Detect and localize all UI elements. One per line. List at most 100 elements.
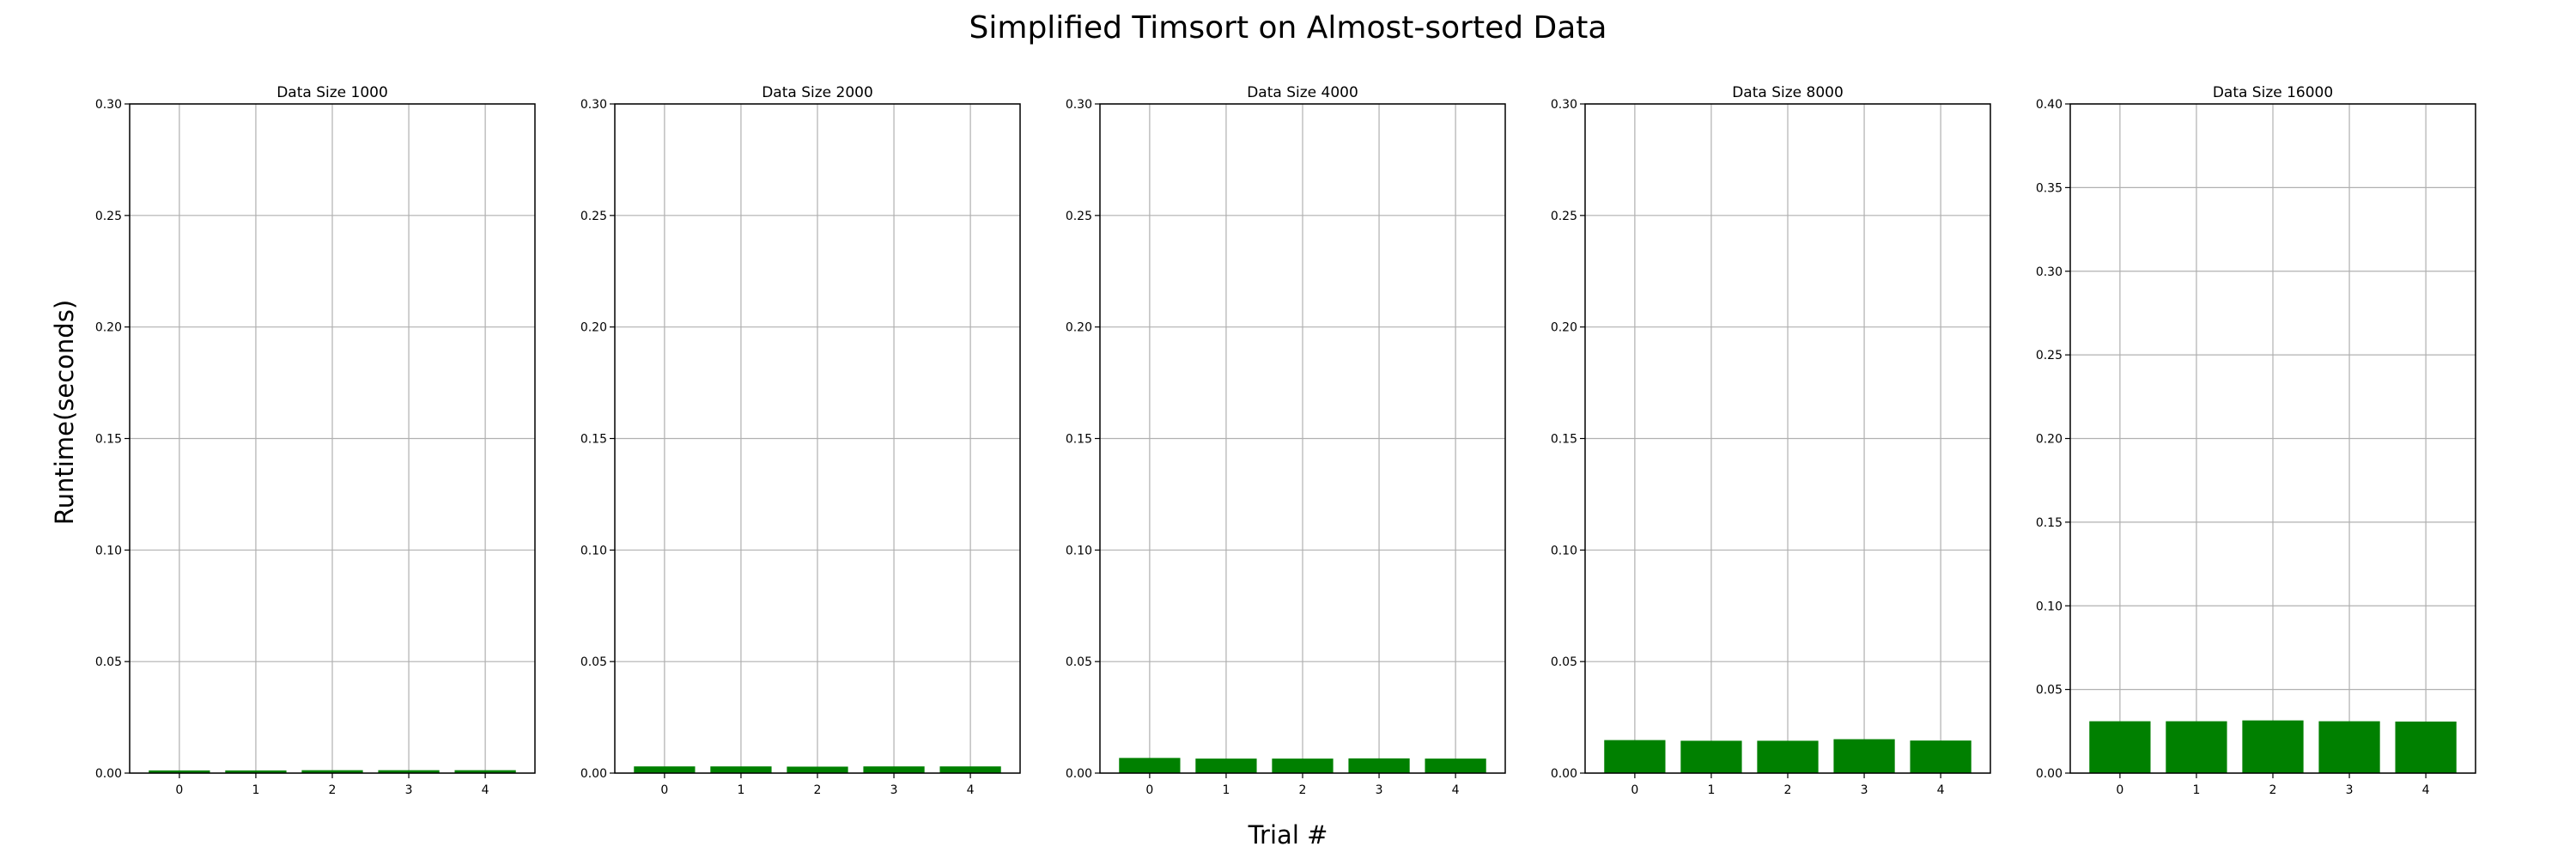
y-tick-label: 0.00 [1551,767,1577,781]
y-tick-label: 0.10 [1066,544,1092,557]
y-tick-label: 0.25 [580,210,607,223]
subplot-1: 0.00 0.05 0.10 0.15 0.20 0.25 0.30 0 1 2 3 4 Data Si… [580,84,1021,797]
x-tick-label: 1 [737,783,744,797]
figure-title: Simplified Timsort on Almost-sorted Data [969,10,1607,46]
bar [2242,720,2304,773]
bar [225,770,287,773]
subplot-title: Data Size 2000 [762,84,873,101]
x-tick-label: 1 [1222,783,1230,797]
y-tick-label: 0.00 [580,767,607,781]
y-tick-label: 0.15 [580,433,607,447]
x-tick-label: 3 [1861,783,1868,797]
x-tick-label: 4 [482,783,489,797]
bar [1119,758,1181,773]
y-tick-label: 0.10 [1551,544,1577,557]
bar [787,766,848,773]
bar [1680,740,1742,773]
bar [863,766,925,773]
y-tick-label: 0.20 [2036,433,2063,447]
x-tick-label: 3 [890,783,898,797]
x-tick-label: 0 [1631,783,1638,797]
y-tick-label: 0.15 [95,433,122,447]
y-tick-label: 0.05 [1551,655,1577,669]
x-tick-label: 1 [1707,783,1715,797]
bar [378,770,440,773]
y-tick-label: 0.20 [1066,321,1092,335]
y-tick-label: 0.25 [2036,349,2063,362]
y-tick-label: 0.10 [2036,600,2063,613]
y-tick-label: 0.40 [2036,98,2063,112]
x-tick-label: 2 [329,783,337,797]
y-tick-label: 0.05 [95,655,122,669]
bar [301,770,363,773]
x-tick-label: 3 [1376,783,1383,797]
y-tick-label: 0.15 [1066,433,1092,447]
subplot-4: 0.00 0.05 0.10 0.15 0.20 0.25 0.30 0.35 0.40 0 1 2 3… [2036,84,2476,797]
bar [1604,740,1666,773]
bar [1757,740,1819,773]
y-tick-label: 0.25 [1066,210,1092,223]
bar [2166,721,2227,773]
x-tick-label: 4 [1937,783,1945,797]
x-tick-label: 2 [814,783,822,797]
bar [1348,758,1410,773]
y-tick-label: 0.20 [95,321,122,335]
subplot-title: Data Size 8000 [1732,84,1844,101]
y-tick-label: 0.30 [580,98,607,112]
y-tick-label: 0.00 [1066,767,1092,781]
bar [1425,758,1486,773]
bar [2318,721,2380,773]
x-tick-label: 2 [1784,783,1792,797]
x-axis-label: Trial # [1248,820,1328,850]
y-tick-label: 0.15 [2036,516,2063,530]
y-tick-label: 0.10 [580,544,607,557]
bar [2089,721,2151,773]
bar [1195,758,1257,773]
subplot-title: Data Size 16000 [2213,84,2333,101]
x-tick-label: 0 [1145,783,1153,797]
x-tick-label: 1 [2192,783,2200,797]
y-tick-label: 0.15 [1551,433,1577,447]
y-tick-label: 0.30 [1066,98,1092,112]
y-tick-label: 0.05 [2036,684,2063,698]
bar [939,766,1001,773]
subplot-title: Data Size 4000 [1247,84,1358,101]
y-tick-label: 0.00 [95,767,122,781]
y-tick-label: 0.10 [95,544,122,557]
bar [1833,739,1895,773]
x-tick-label: 4 [2422,783,2430,797]
x-tick-label: 4 [1452,783,1460,797]
x-tick-label: 0 [2116,783,2123,797]
x-tick-label: 2 [1299,783,1307,797]
x-tick-label: 3 [2346,783,2354,797]
y-tick-label: 0.05 [1066,655,1092,669]
subplot-3: 0.00 0.05 0.10 0.15 0.20 0.25 0.30 0 1 2 3 4 Data Si… [1551,84,1991,797]
y-tick-label: 0.25 [95,210,122,223]
bar [634,766,696,773]
y-tick-label: 0.00 [2036,767,2063,781]
x-tick-label: 4 [967,783,975,797]
x-tick-label: 1 [252,783,259,797]
y-tick-label: 0.30 [1551,98,1577,112]
y-tick-label: 0.05 [580,655,607,669]
y-tick-label: 0.35 [2036,181,2063,195]
bar [454,770,516,773]
bar [1272,758,1334,773]
bar [2395,722,2457,773]
bar [149,770,210,773]
bar [1910,740,1971,773]
y-tick-label: 0.30 [2036,265,2063,279]
bar [710,766,772,773]
x-tick-label: 3 [405,783,413,797]
y-tick-label: 0.30 [95,98,122,112]
y-tick-label: 0.20 [580,321,607,335]
subplot-0: 0.00 0.05 0.10 0.15 0.20 0.25 0.30 0 1 2 3 4 Data Si… [95,84,536,797]
y-tick-label: 0.20 [1551,321,1577,335]
subplot-title: Data Size 1000 [276,84,388,101]
x-tick-label: 2 [2269,783,2277,797]
subplot-2: 0.00 0.05 0.10 0.15 0.20 0.25 0.30 0 1 2 3 4 Data Si… [1066,84,1506,797]
x-tick-label: 0 [660,783,668,797]
y-tick-label: 0.25 [1551,210,1577,223]
x-tick-label: 0 [175,783,183,797]
